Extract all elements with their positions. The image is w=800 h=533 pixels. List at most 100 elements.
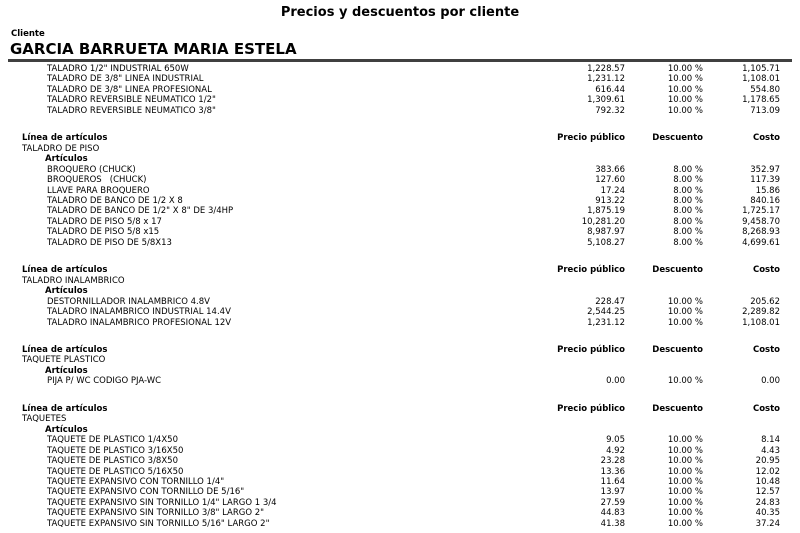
article-description: TALADRO REVERSIBLE NEUMATICO 3/8" bbox=[47, 105, 216, 116]
article-discount: 8.00 % bbox=[673, 206, 703, 217]
article-cost: 205.62 bbox=[750, 296, 780, 307]
article-public-price: 17.24 bbox=[600, 185, 625, 196]
article-discount: 8.00 % bbox=[673, 164, 703, 175]
article-public-price: 228.47 bbox=[595, 296, 625, 307]
article-description: TAQUETE DE PLASTICO 3/8X50 bbox=[47, 456, 178, 467]
article-row: TAQUETE EXPANSIVO CON TORNILLO 1/4" 11.64… bbox=[0, 477, 800, 487]
article-cost: 12.02 bbox=[755, 466, 780, 477]
article-description: BROQUERO (CHUCK) bbox=[47, 164, 136, 175]
column-header-discount: Descuento bbox=[652, 265, 703, 276]
client-divider-line bbox=[8, 59, 792, 62]
article-row: TAQUETE EXPANSIVO SIN TORNILLO 5/16" LAR… bbox=[0, 519, 800, 529]
article-row: PIJA P/ WC CODIGO PJA-WC 0.00 10.00 % 0.00 bbox=[0, 376, 800, 386]
article-description: TALADRO DE 3/8" LINEA PROFESIONAL bbox=[47, 84, 212, 95]
article-description: TALADRO INALAMBRICO INDUSTRIAL 14.4V bbox=[47, 307, 231, 318]
column-header-cost: Costo bbox=[752, 133, 780, 144]
article-description: TALADRO 1/2" INDUSTRIAL 650W bbox=[47, 64, 189, 74]
line-of-articles-label: Línea de artículos bbox=[22, 403, 108, 414]
article-public-price: 41.38 bbox=[600, 518, 625, 529]
article-description: TAQUETE DE PLASTICO 3/16X50 bbox=[47, 445, 184, 456]
column-header-price: Precio público bbox=[557, 344, 625, 355]
article-public-price: 0.00 bbox=[606, 376, 625, 387]
column-header-price: Precio público bbox=[557, 403, 625, 414]
article-description: TAQUETE EXPANSIVO CON TORNILLO 1/4" bbox=[47, 476, 225, 487]
article-row: TAQUETE DE PLASTICO 3/8X50 23.28 10.00 % 20… bbox=[0, 456, 800, 466]
article-discount: 10.00 % bbox=[667, 476, 703, 487]
article-discount: 8.00 % bbox=[673, 195, 703, 206]
article-row: TAQUETE EXPANSIVO SIN TORNILLO 3/8" LARG… bbox=[0, 508, 800, 518]
article-line-section: Línea de artículos Precio público Descuent… bbox=[0, 345, 800, 387]
article-discount: 10.00 % bbox=[667, 317, 703, 328]
section-header-row: Línea de artículos Precio público Descuent… bbox=[0, 133, 800, 143]
article-discount: 8.00 % bbox=[673, 227, 703, 238]
article-public-price: 1,309.61 bbox=[587, 95, 625, 106]
line-name: TAQUETES bbox=[22, 414, 67, 425]
article-row: BROQUEROS (CHUCK) 127.60 8.00 % 117.39 bbox=[0, 175, 800, 185]
client-name: GARCIA BARRUETA MARIA ESTELA bbox=[10, 40, 297, 58]
article-row: TALADRO DE PISO 5/8 x15 8,987.97 8.00 % 8,2… bbox=[0, 227, 800, 237]
line-name: TALADRO DE PISO bbox=[22, 143, 100, 154]
article-discount: 10.00 % bbox=[667, 518, 703, 529]
article-public-price: 13.36 bbox=[600, 466, 625, 477]
column-header-discount: Descuento bbox=[652, 403, 703, 414]
article-public-price: 27.59 bbox=[600, 497, 625, 508]
article-public-price: 23.28 bbox=[600, 456, 625, 467]
article-row: TAQUETE DE PLASTICO 5/16X50 13.36 10.00 % 1… bbox=[0, 467, 800, 477]
article-row: TAQUETE EXPANSIVO SIN TORNILLO 1/4" LARG… bbox=[0, 498, 800, 508]
article-cost: 713.09 bbox=[750, 105, 780, 116]
article-description: TAQUETE EXPANSIVO CON TORNILLO DE 5/16" bbox=[47, 487, 245, 498]
article-description: BROQUEROS (CHUCK) bbox=[47, 175, 147, 186]
article-cost: 1,108.01 bbox=[742, 74, 780, 85]
article-description: TALADRO DE BANCO DE 1/2 X 8 bbox=[47, 195, 183, 206]
article-row: TALADRO DE PISO 5/8 x 17 10,281.20 8.00 % 9… bbox=[0, 217, 800, 227]
article-description: DESTORNILLADOR INALAMBRICO 4.8V bbox=[47, 296, 210, 307]
client-label: Cliente bbox=[11, 29, 45, 39]
column-header-discount: Descuento bbox=[652, 344, 703, 355]
article-public-price: 44.83 bbox=[600, 508, 625, 519]
article-public-price: 383.66 bbox=[595, 164, 625, 175]
article-description: PIJA P/ WC CODIGO PJA-WC bbox=[47, 376, 162, 387]
article-discount: 10.00 % bbox=[667, 296, 703, 307]
article-discount: 10.00 % bbox=[667, 435, 703, 446]
article-cost: 2,289.82 bbox=[742, 307, 780, 318]
report-title: Precios y descuentos por cliente bbox=[280, 5, 520, 20]
article-public-price: 11.64 bbox=[600, 476, 625, 487]
articles-label: Artículos bbox=[45, 154, 88, 165]
article-cost: 840.16 bbox=[750, 195, 780, 206]
article-public-price: 2,544.25 bbox=[587, 307, 625, 318]
article-cost: 24.83 bbox=[755, 497, 780, 508]
article-line-section: Línea de artículos Precio público Descuent… bbox=[0, 133, 800, 248]
article-cost: 12.57 bbox=[755, 487, 780, 498]
article-public-price: 913.22 bbox=[595, 195, 625, 206]
article-discount: 10.00 % bbox=[667, 74, 703, 85]
article-discount: 10.00 % bbox=[667, 466, 703, 477]
line-of-articles-label: Línea de artículos bbox=[22, 265, 108, 276]
article-discount: 10.00 % bbox=[667, 84, 703, 95]
article-discount: 10.00 % bbox=[667, 64, 703, 74]
article-discount: 8.00 % bbox=[673, 185, 703, 196]
article-public-price: 4.92 bbox=[606, 445, 625, 456]
article-cost: 1,178.65 bbox=[742, 95, 780, 106]
article-cost: 1,108.01 bbox=[742, 317, 780, 328]
article-description: TALADRO DE BANCO DE 1/2" X 8" DE 3/4HP bbox=[47, 206, 234, 217]
article-row: TALADRO DE 3/8" LINEA INDUSTRIAL 1,231.12… bbox=[0, 74, 800, 84]
article-row: TALADRO REVERSIBLE NEUMATICO 3/8" 792.32 1… bbox=[0, 106, 800, 116]
article-row: TALADRO DE 3/8" LINEA PROFESIONAL 616.44 1… bbox=[0, 85, 800, 95]
article-discount: 10.00 % bbox=[667, 105, 703, 116]
article-discount: 8.00 % bbox=[673, 175, 703, 186]
section-header-row: Línea de artículos Precio público Descuent… bbox=[0, 265, 800, 275]
article-cost: 4,699.61 bbox=[742, 237, 780, 248]
line-name: TALADRO INALAMBRICO bbox=[22, 275, 125, 286]
article-cost: 1,105.71 bbox=[742, 64, 780, 74]
article-public-price: 1,228.57 bbox=[587, 64, 625, 74]
article-description: TALADRO DE 3/8" LINEA INDUSTRIAL bbox=[47, 74, 204, 85]
article-public-price: 8,987.97 bbox=[587, 227, 625, 238]
article-cost: 37.24 bbox=[755, 518, 780, 529]
section-header-row: Línea de artículos Precio público Descuent… bbox=[0, 404, 800, 414]
article-line-sections: Línea de artículos Precio público Descuent… bbox=[0, 133, 800, 529]
article-discount: 10.00 % bbox=[667, 445, 703, 456]
article-discount: 10.00 % bbox=[667, 376, 703, 387]
line-of-articles-label: Línea de artículos bbox=[22, 133, 108, 144]
article-row: TALADRO DE BANCO DE 1/2" X 8" DE 3/4HP 1,… bbox=[0, 206, 800, 216]
